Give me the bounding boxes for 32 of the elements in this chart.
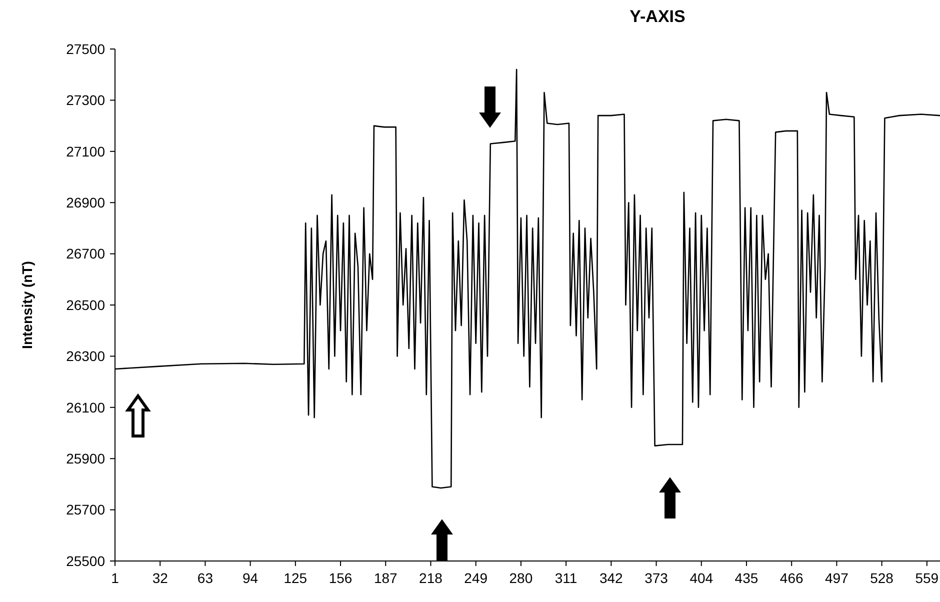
x-tick-label: 404 [690, 570, 714, 586]
x-tick-label: 311 [554, 570, 578, 586]
x-tick-label: 280 [509, 570, 533, 586]
y-tick-label: 27300 [66, 92, 106, 108]
x-tick-label: 125 [284, 570, 308, 586]
x-tick-label: 94 [242, 570, 258, 586]
x-tick-label: 373 [644, 570, 668, 586]
x-tick-label: 1 [111, 570, 120, 586]
y-tick-label: 26300 [66, 348, 106, 364]
x-tick-label: 63 [197, 570, 214, 586]
y-tick-label: 25700 [66, 502, 106, 518]
y-tick-label: 27500 [66, 40, 106, 57]
x-tick-label: 32 [152, 570, 168, 586]
x-tick-label: 156 [328, 570, 352, 586]
y-tick-label: 26900 [66, 194, 106, 210]
chart-title: Y-AXIS [630, 7, 686, 26]
x-tick-label: 249 [464, 570, 488, 586]
x-tick-label: 559 [915, 570, 939, 586]
x-tick-label: 497 [825, 570, 849, 586]
x-tick-label: 342 [599, 570, 624, 586]
x-tick-label: 435 [734, 570, 758, 586]
x-tick-label: 466 [780, 570, 804, 586]
x-tick-label: 187 [374, 570, 398, 586]
y-tick-label: 25500 [66, 552, 106, 569]
y-tick-label: 27100 [66, 143, 106, 160]
y-tick-label: 26100 [66, 399, 106, 416]
y-axis-title: Intensity (nT) [19, 261, 35, 349]
y-tick-label: 26500 [66, 296, 106, 313]
y-tick-label: 25900 [66, 450, 106, 466]
x-tick-label: 218 [419, 570, 443, 586]
x-tick-label: 528 [870, 570, 894, 586]
y-tick-label: 26700 [66, 246, 106, 262]
